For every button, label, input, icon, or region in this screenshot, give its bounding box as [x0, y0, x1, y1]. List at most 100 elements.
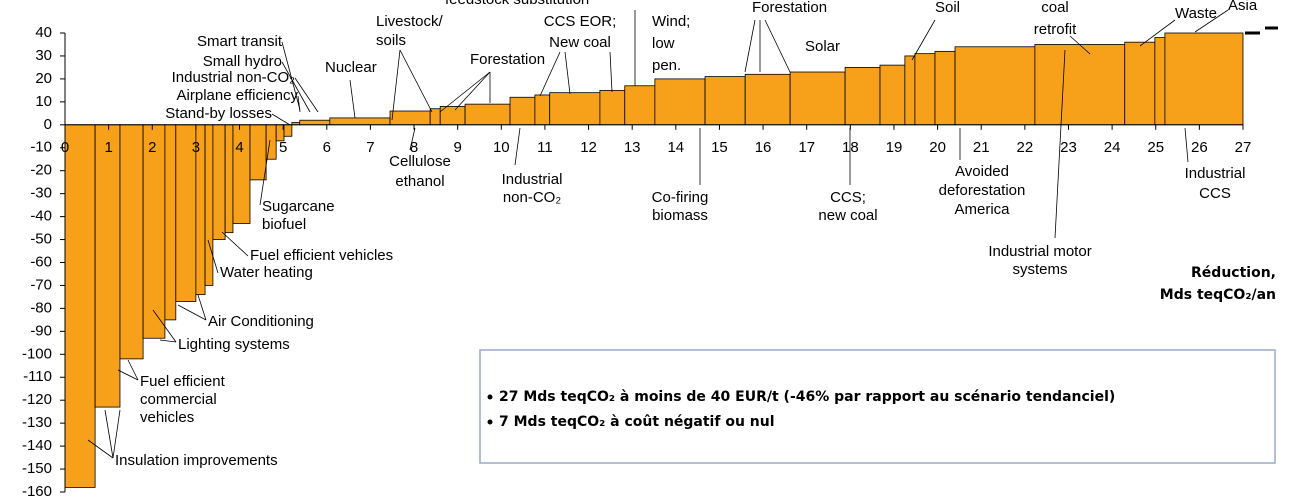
annotation: Industrial non-CO₂	[172, 69, 296, 86]
bar	[914, 53, 936, 126]
x-tick-label: 0	[61, 139, 69, 156]
annotation: Asia	[1228, 0, 1258, 14]
leader-line	[1054, 49, 1066, 239]
bar	[844, 67, 881, 126]
x-tick-label: 11	[537, 139, 553, 156]
annotation: biofuel	[262, 216, 306, 233]
y-tick-label: -40	[30, 208, 52, 225]
annotation: Airplane efficiency	[177, 87, 299, 104]
bar	[789, 71, 846, 126]
bar	[599, 89, 626, 126]
note: 27 Mds teqCO₂ à moins de 40 EUR/t (-46% …	[499, 389, 1115, 405]
x-tick-label: 20	[929, 139, 946, 156]
leader-line	[259, 139, 271, 206]
annotation: feedstock substitution	[445, 0, 589, 8]
bar	[549, 92, 601, 126]
x-tick-label: 25	[1147, 139, 1164, 156]
annotation: Livestock/	[376, 13, 444, 30]
leader-line	[764, 19, 791, 73]
bar	[879, 64, 906, 126]
x-tick-label: 14	[667, 139, 684, 156]
y-tick-label: -110	[23, 368, 52, 385]
x-tick-label: 23	[1060, 139, 1077, 156]
annotation: Waste	[1175, 5, 1217, 22]
leader-line	[127, 359, 139, 381]
y-tick-label: -120	[22, 391, 52, 408]
annotation: Forestation	[470, 51, 545, 68]
x-tick-label: 8	[410, 139, 418, 156]
annotation: Lighting systems	[178, 336, 290, 353]
annotation: Avoided	[955, 163, 1009, 180]
bar	[64, 124, 96, 488]
annotation: new coal	[818, 207, 877, 224]
x-tick-label: 5	[279, 139, 287, 156]
bar	[249, 124, 267, 181]
leader-line	[117, 369, 139, 381]
leader-line	[539, 51, 561, 97]
leader-line	[409, 127, 416, 151]
leader-line	[87, 439, 114, 459]
annotation: Small hydro	[203, 53, 282, 70]
annotation: New coal	[549, 34, 611, 51]
x-tick-label: 4	[235, 139, 243, 156]
leader-line	[1194, 9, 1229, 33]
annotation: soils	[376, 32, 406, 49]
bar	[119, 124, 144, 360]
x-tick-label: 12	[580, 139, 597, 156]
x-tick-label: 2	[148, 139, 156, 156]
bar	[329, 117, 391, 126]
bar	[954, 46, 1036, 126]
bar	[624, 85, 656, 126]
annotation: Forestation	[752, 0, 827, 16]
bar	[204, 124, 214, 286]
note-box	[479, 349, 1276, 464]
leader-line	[221, 231, 249, 257]
bar	[1034, 44, 1126, 126]
leader-line	[294, 77, 319, 113]
leader-line	[744, 19, 756, 73]
leader-line	[564, 51, 571, 95]
x-axis-label: Mds teqCO₂/an	[1160, 287, 1276, 303]
bullet	[487, 419, 493, 425]
y-tick-label: -90	[30, 322, 52, 339]
x-tick-label: 21	[973, 139, 990, 156]
bar	[212, 124, 226, 240]
bar	[744, 73, 791, 126]
y-tick-label: 10	[35, 93, 52, 110]
annotation: Nuclear	[325, 59, 377, 76]
bar	[224, 124, 234, 234]
x-tick-label: 9	[453, 139, 461, 156]
annotation: pen.	[652, 57, 681, 74]
leader-line	[197, 294, 207, 321]
leader-line	[399, 49, 433, 113]
leader-line	[454, 71, 491, 111]
annotation: deforestation	[939, 182, 1026, 199]
bar	[1124, 41, 1156, 126]
x-axis-label: Réduction,	[1191, 265, 1276, 281]
leader-line	[297, 95, 301, 113]
annotation: Soil	[935, 0, 960, 16]
leader-line	[281, 41, 301, 111]
x-tick-label: 15	[711, 139, 728, 156]
leader-line	[911, 19, 936, 61]
annotation: Air Conditioning	[208, 313, 314, 330]
y-tick-label: -30	[30, 185, 52, 202]
leader-line	[177, 304, 207, 321]
bar	[904, 55, 916, 126]
y-tick-label: -60	[30, 253, 52, 270]
y-tick-label: -70	[30, 276, 52, 293]
leader-line	[112, 409, 121, 459]
bar	[142, 124, 166, 339]
x-tick-label: 16	[755, 139, 772, 156]
bar	[654, 78, 706, 126]
annotation: systems	[1012, 261, 1067, 278]
leader-line	[207, 239, 219, 274]
x-tick-label: 7	[366, 139, 374, 156]
annotation: retrofit	[1034, 21, 1077, 38]
bullet	[487, 394, 493, 400]
leader-line	[349, 79, 356, 119]
x-tick-label: 26	[1191, 139, 1208, 156]
x-tick-label: 22	[1017, 139, 1034, 156]
x-tick-label: 1	[104, 139, 112, 156]
